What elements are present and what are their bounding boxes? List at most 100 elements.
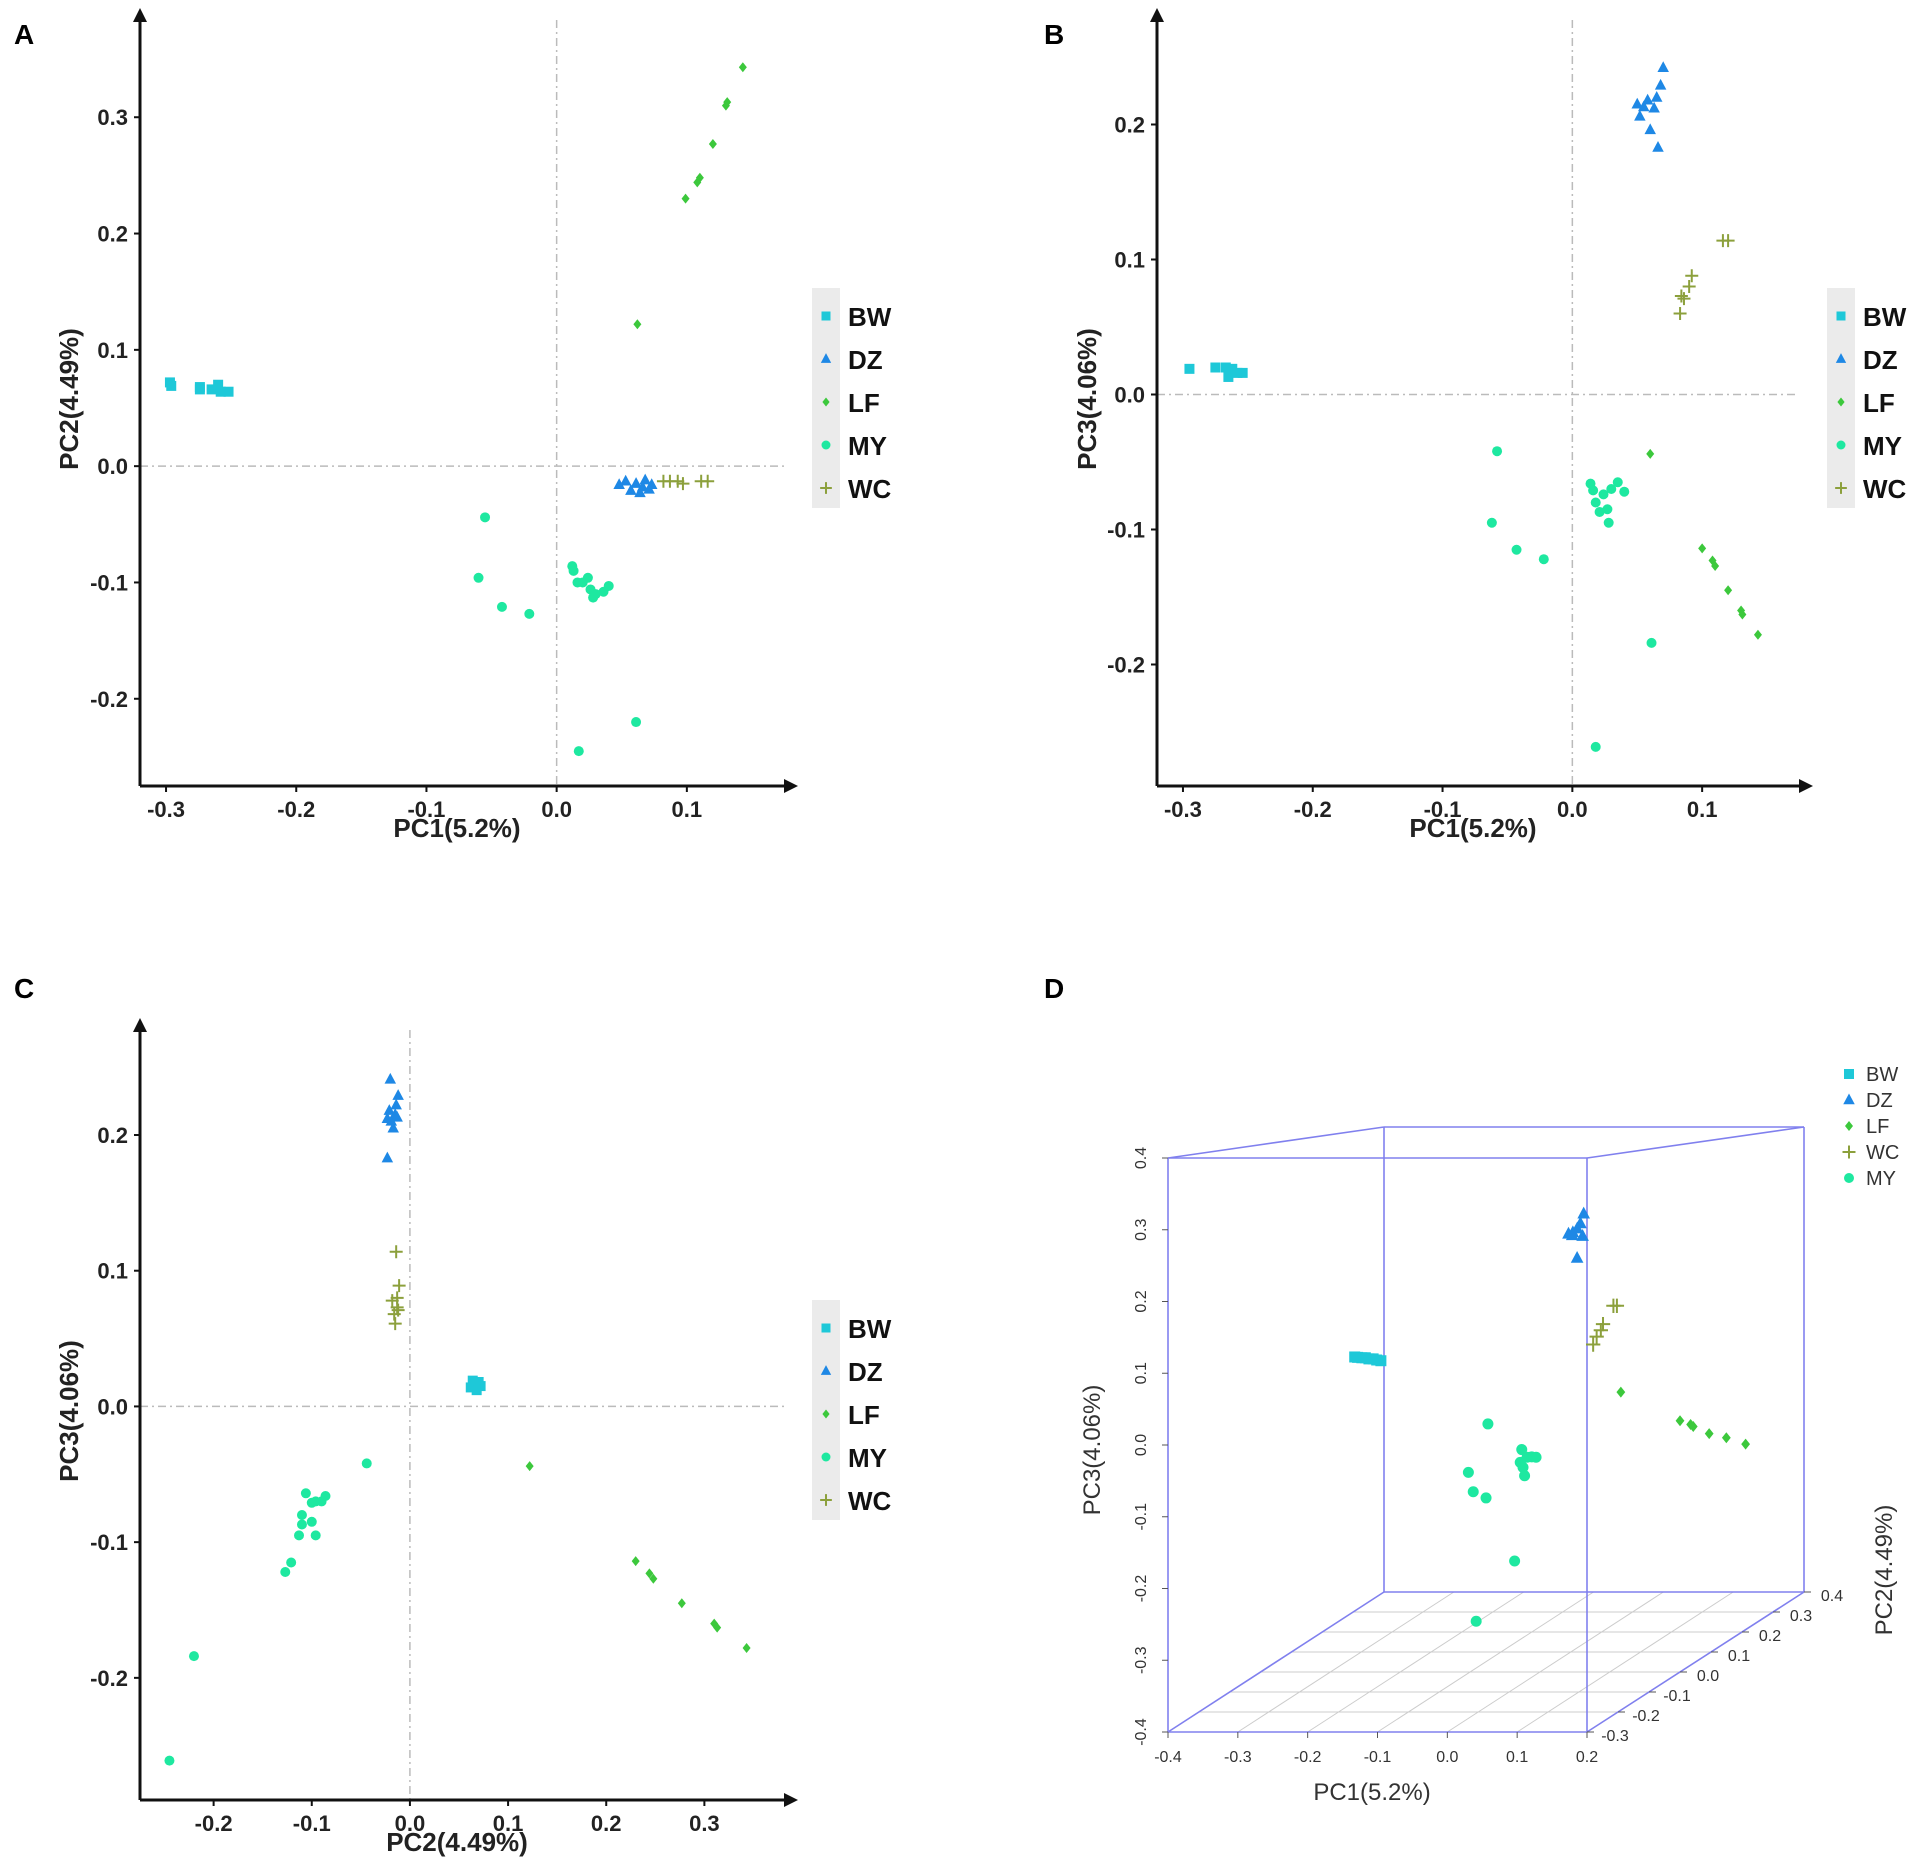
legend-marker-bw <box>1836 311 1846 321</box>
x-tick-label: 0.0 <box>395 1811 426 1836</box>
legend3d-marker-dz <box>1843 1093 1855 1105</box>
legend-label-my: MY <box>1863 431 1902 461</box>
point-bw <box>213 379 224 390</box>
point-lf <box>1724 585 1733 596</box>
point-bw <box>166 380 177 391</box>
y-tick-label-3d: 0.4 <box>1821 1588 1843 1605</box>
point-wc <box>1721 234 1735 248</box>
y-tick-label-3d: -0.3 <box>1601 1728 1629 1745</box>
point-lf <box>645 1568 654 1579</box>
x-tick-label-3d: 0.2 <box>1576 1749 1598 1766</box>
x-tick-label: 0.3 <box>689 1811 720 1836</box>
point3d-dz <box>1574 1216 1587 1229</box>
point-my <box>1646 637 1657 648</box>
panel-b-scatter: -0.3 -0.2 -0.1 0.0 0.1 -0.2 -0.1 0.0 0.1 0.2 PC1(5… <box>1072 8 1907 843</box>
legend3d-label-my: MY <box>1866 1168 1896 1190</box>
x-axis-title-3d: PC1(5.2%) <box>1313 1779 1430 1806</box>
point-bw <box>1237 367 1248 378</box>
point-wc <box>1677 292 1691 306</box>
point-wc <box>676 477 690 491</box>
point-my <box>496 601 507 612</box>
floor-grid-line <box>1307 1591 1524 1733</box>
point-bw <box>223 386 234 397</box>
point-lf <box>742 1643 751 1653</box>
legend3d-marker-my <box>1844 1173 1854 1183</box>
z-tick-label-3d: -0.2 <box>1133 1575 1150 1603</box>
point-my <box>480 512 491 523</box>
box-edge <box>1586 1126 1805 1159</box>
point-my <box>310 1530 321 1541</box>
y-tick-label: -0.2 <box>1107 653 1145 678</box>
point-lf <box>713 1622 722 1633</box>
x-tick-label: 0.0 <box>541 797 572 822</box>
point3d-dz <box>1576 1229 1589 1241</box>
point-wc <box>389 1245 403 1259</box>
legend-marker-wc <box>1835 482 1847 494</box>
x-tick-label: 0.1 <box>493 1811 524 1836</box>
point-lf <box>525 1461 534 1472</box>
z-tick-label-3d: 0.0 <box>1133 1434 1150 1456</box>
point-dz <box>1637 100 1650 112</box>
point3d-my <box>1516 1444 1528 1456</box>
x-axis-title: PC2(4.49%) <box>386 1827 528 1857</box>
point-lf <box>681 193 690 204</box>
panel-a-scatter: -0.3 -0.2 -0.1 0.0 0.1 -0.2 -0.1 0.0 0.1 0.2 0.3 PC… <box>54 8 892 843</box>
legend-label-wc: WC <box>1863 474 1907 504</box>
z-tick-label-3d: -0.3 <box>1133 1646 1150 1674</box>
point3d-my <box>1467 1486 1479 1498</box>
point-my <box>473 572 484 583</box>
point3d-my <box>1530 1451 1542 1463</box>
point3d-my <box>1517 1461 1529 1473</box>
legend-label-bw: BW <box>1863 302 1907 332</box>
point-my <box>164 1755 175 1766</box>
point-dz <box>381 1151 394 1163</box>
point-my <box>286 1557 297 1568</box>
floor-grid-line <box>1516 1591 1734 1733</box>
x-axis-arrow <box>784 779 798 793</box>
legend-label-my: MY <box>848 1443 887 1473</box>
x-tick-label: 0.2 <box>591 1811 622 1836</box>
legend3d-label-wc: WC <box>1866 1142 1899 1164</box>
point-my <box>320 1491 331 1501</box>
point-bw <box>1227 363 1238 374</box>
legend-marker-dz <box>820 353 832 363</box>
legend-label-my: MY <box>848 431 887 461</box>
point3d-bw <box>1375 1355 1387 1367</box>
point-dz <box>391 1110 403 1122</box>
y-tick-label: 0.1 <box>97 338 128 363</box>
y-tick-label-3d: 0.2 <box>1759 1628 1781 1645</box>
point-dz <box>392 1089 404 1100</box>
point-bw <box>1223 371 1234 382</box>
legend-marker-lf <box>1837 397 1845 407</box>
z-tick-label-3d: 0.4 <box>1133 1147 1150 1169</box>
point3d-lf <box>1741 1438 1751 1450</box>
point-lf <box>631 1556 640 1567</box>
point-my <box>1612 477 1623 488</box>
point-bw <box>215 386 226 397</box>
point-my <box>1538 554 1549 565</box>
y-tick-label-3d: 0.3 <box>1790 1608 1812 1625</box>
point-lf <box>695 172 704 183</box>
point-lf <box>1753 629 1762 640</box>
legend-marker-my <box>1836 440 1846 450</box>
x-tick-label: 0.1 <box>1687 797 1718 822</box>
legend-marker-lf <box>822 397 830 407</box>
point-wc <box>392 1279 406 1293</box>
point-lf <box>723 97 732 108</box>
box-edge <box>1167 1591 1385 1733</box>
x-axis-arrow <box>784 1793 798 1807</box>
point-wc <box>701 474 715 488</box>
legend3d-label-dz: DZ <box>1866 1090 1893 1112</box>
point3d-lf <box>1688 1421 1698 1433</box>
point-bw <box>1184 363 1195 374</box>
legend-marker-my <box>821 440 831 450</box>
legend-marker-dz <box>820 1365 832 1375</box>
legend3d-label-lf: LF <box>1866 1116 1889 1138</box>
legend3d-label-bw: BW <box>1866 1064 1898 1086</box>
point-dz <box>1650 91 1663 102</box>
floor-grid-line <box>1447 1591 1664 1733</box>
point3d-my <box>1482 1418 1494 1430</box>
legend3d-marker-lf <box>1845 1121 1853 1131</box>
point-my <box>188 1651 199 1662</box>
point-my <box>300 1488 311 1499</box>
